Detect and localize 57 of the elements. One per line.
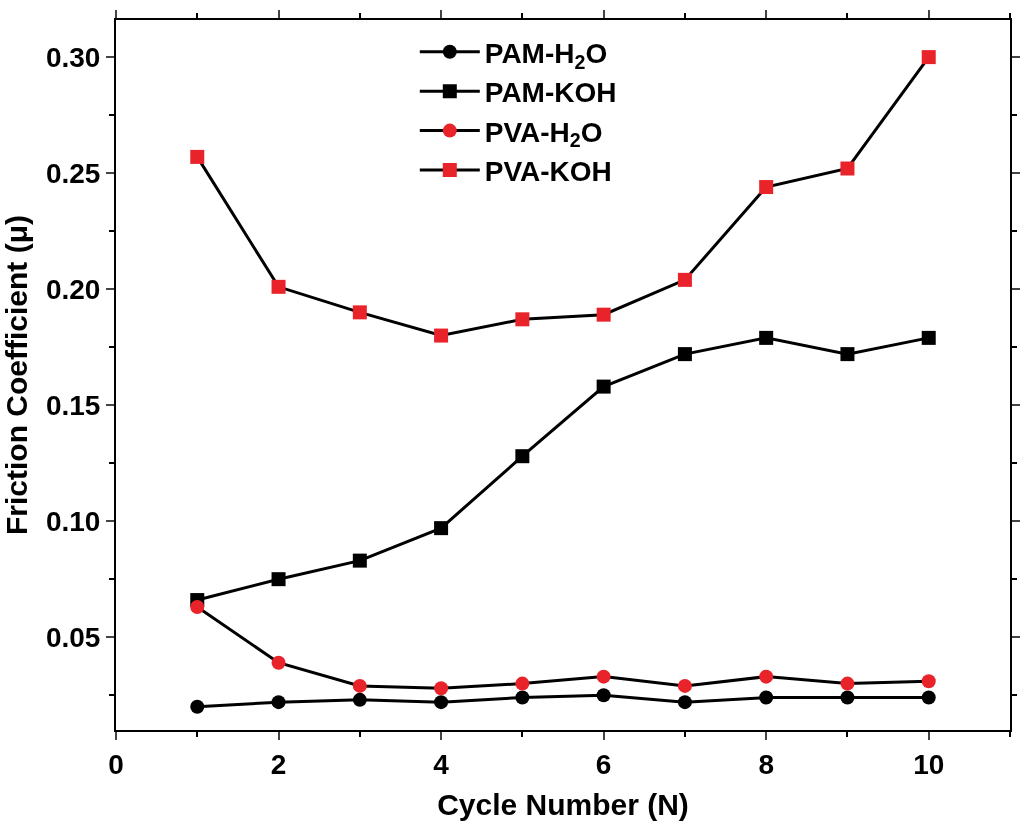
- point: [515, 312, 530, 327]
- legend-label: PAM-H$_{2}$O: [484, 37, 608, 73]
- point: [434, 328, 449, 343]
- point: [677, 272, 692, 287]
- legend-label: PAM-KOH: [484, 77, 617, 109]
- x-tick-label: 10: [913, 748, 945, 780]
- point: [352, 553, 367, 568]
- point: [515, 676, 530, 691]
- point: [759, 669, 774, 684]
- point: [190, 149, 205, 164]
- point: [840, 347, 855, 362]
- y-tick-label: 0.30: [45, 41, 101, 73]
- point: [921, 330, 936, 345]
- y-tick-label: 0.05: [45, 621, 101, 653]
- legend-label: PVA-H$_{2}$O: [484, 116, 603, 152]
- point: [434, 695, 449, 710]
- point: [677, 347, 692, 362]
- point: [677, 678, 692, 693]
- point: [190, 600, 205, 615]
- x-tick-label: 6: [595, 748, 612, 780]
- point: [921, 674, 936, 689]
- x-axis-title: Cycle Number (N): [437, 787, 689, 821]
- legend-label: PVA-KOH: [484, 155, 612, 187]
- x-tick-label: 4: [433, 748, 450, 780]
- y-axis-title: Friction Coefficient (μ): [0, 214, 33, 536]
- x-tick-label: 8: [758, 748, 774, 780]
- point: [596, 379, 611, 394]
- point: [921, 690, 936, 705]
- point: [515, 690, 530, 705]
- point: [677, 695, 692, 710]
- y-tick-label: 0.15: [45, 389, 101, 421]
- point: [759, 690, 774, 705]
- x-tick-label: 0: [108, 748, 124, 780]
- point: [596, 688, 611, 703]
- point: [515, 449, 530, 464]
- point: [352, 678, 367, 693]
- point: [271, 695, 286, 710]
- x-tick-label: 2: [270, 748, 287, 780]
- point: [271, 572, 286, 587]
- point: [840, 690, 855, 705]
- point: [434, 681, 449, 696]
- y-tick-label: 0.20: [45, 273, 101, 305]
- y-tick-label: 0.25: [45, 157, 101, 189]
- point: [190, 699, 205, 714]
- point: [352, 692, 367, 707]
- point: [759, 180, 774, 195]
- point: [759, 330, 774, 345]
- point: [271, 655, 286, 670]
- point: [840, 676, 855, 691]
- point: [596, 307, 611, 322]
- point: [434, 521, 449, 536]
- y-tick-label: 0.10: [45, 505, 101, 537]
- point: [596, 669, 611, 684]
- point: [271, 279, 286, 294]
- point: [840, 161, 855, 176]
- point: [352, 305, 367, 320]
- point: [921, 50, 936, 65]
